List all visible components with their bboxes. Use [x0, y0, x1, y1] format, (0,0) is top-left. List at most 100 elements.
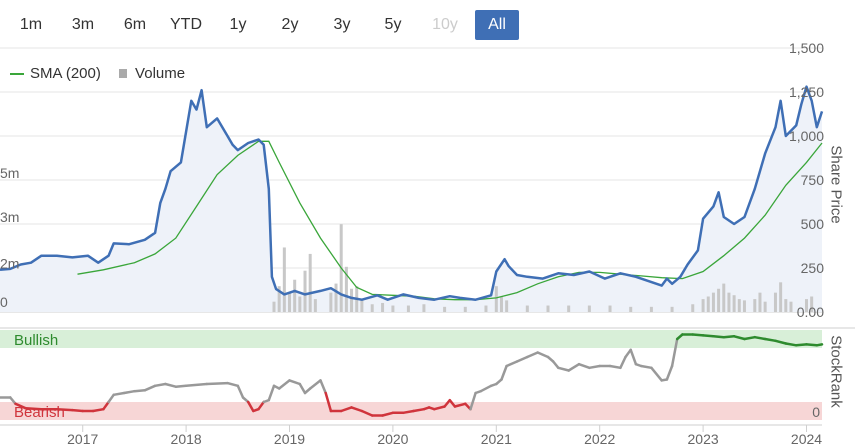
stockrank-segment [298, 382, 307, 395]
volume-bar [406, 305, 410, 312]
share-price-axis-title: Share Price [827, 145, 845, 224]
volume-bar [272, 301, 276, 312]
volume-bar [443, 306, 447, 312]
stockrank-segment [469, 391, 477, 411]
volume-bar [334, 283, 338, 312]
volume-bar [763, 301, 767, 312]
volume-bar [494, 286, 498, 312]
x-tick-label: 2023 [688, 431, 719, 447]
stockrank-segment [91, 407, 105, 413]
sma-line-swatch [10, 72, 24, 75]
stockrank-segment [670, 337, 679, 368]
stockrank-segment [453, 402, 467, 408]
legend-volume[interactable]: Volume [119, 65, 185, 82]
range-button-6m[interactable]: 6m [123, 16, 147, 33]
volume-bar [282, 247, 286, 312]
stockrank-segment [102, 400, 110, 411]
volume-bar [484, 305, 488, 312]
volume-bar [381, 302, 385, 312]
stockrank-segment [14, 402, 28, 410]
volume-bar [789, 301, 793, 312]
stockrank-segment [526, 351, 539, 359]
volume-bar [587, 305, 591, 312]
volume-bar [711, 292, 715, 312]
volume-bar [706, 296, 710, 312]
stockrank-segment [551, 360, 560, 370]
stockrank-segment [205, 381, 229, 386]
stockrank-segment [448, 398, 457, 408]
volume-bar [779, 282, 783, 312]
volume-bar [505, 300, 509, 312]
stockrank-segment [805, 343, 819, 347]
range-button-2y[interactable]: 2y [281, 16, 299, 33]
volume-tick-label: 0 [0, 294, 8, 310]
range-selector: 1m 3m 6m YTD 1y 2y 3y 5y 10y All [0, 6, 540, 40]
share-price-line [0, 85, 824, 301]
stockrank-segment [277, 379, 291, 390]
stockrank-segment [55, 407, 74, 412]
range-button-all[interactable]: All [475, 10, 519, 40]
volume-bar [391, 305, 395, 312]
stockrank-segment [360, 409, 374, 417]
volume-square-swatch [119, 69, 128, 79]
range-button-3m[interactable]: 3m [71, 16, 95, 33]
volume-bar [288, 292, 292, 312]
price-tick-label: 500 [801, 216, 825, 232]
volume-bar [701, 299, 705, 312]
range-button-3y[interactable]: 3y [333, 16, 351, 33]
stockrank-segment [339, 406, 353, 413]
stockrank-segment [763, 337, 777, 343]
stockrank-segment [9, 396, 17, 406]
x-tick-label: 2024 [791, 431, 822, 447]
legend: SMA (200) Volume [10, 64, 199, 84]
stockrank-segment [319, 379, 327, 395]
sma-200-line [77, 140, 823, 301]
stockrank-segment [753, 335, 767, 341]
stockrank-segment [515, 355, 529, 363]
stockrank-segment [164, 382, 178, 388]
stockrank-segment [691, 333, 705, 337]
stockrank-segment [133, 389, 147, 393]
volume-bar [722, 283, 726, 312]
volume-tick-label: 3m [0, 209, 19, 225]
stockrank-segment [608, 364, 622, 370]
stockrank-segment [774, 339, 788, 345]
volume-bar [350, 288, 354, 312]
range-button-1y[interactable]: 1y [229, 16, 247, 33]
stockrank-segment [257, 400, 265, 411]
volume-bar [784, 299, 788, 312]
x-tick-label: 2017 [67, 431, 98, 447]
volume-bar [717, 288, 721, 312]
volume-bar [567, 305, 571, 312]
stockrank-segment [815, 343, 824, 347]
volume-bar [344, 266, 348, 312]
stockrank-segment [267, 384, 276, 402]
stockrank-segment [443, 398, 452, 408]
volume-bar [525, 305, 529, 312]
price-tick-label: 250 [801, 260, 825, 276]
stockrank-segment [794, 343, 808, 347]
x-tick-label: 2019 [274, 431, 305, 447]
range-button-ytd[interactable]: YTD [170, 16, 202, 33]
stockrank-segment [567, 362, 581, 372]
volume-bar [732, 295, 736, 312]
stockrank-segment [701, 334, 715, 338]
stockrank-segment [665, 364, 674, 381]
stockrank-segment [619, 355, 627, 370]
range-button-5y[interactable]: 5y [384, 16, 402, 33]
volume-bar [670, 306, 674, 312]
legend-sma[interactable]: SMA (200) [10, 65, 101, 82]
price-tick-label: 0.00 [797, 304, 824, 320]
stockrank-axis-title: StockRank [827, 335, 845, 408]
volume-bar [308, 253, 312, 312]
legend-sma-label: SMA (200) [30, 64, 101, 82]
stockrank-segment [246, 400, 255, 413]
range-button-1m[interactable]: 1m [19, 16, 43, 33]
price-tick-label: 1,250 [789, 84, 824, 100]
volume-bar [303, 270, 307, 312]
stockrank-segment [505, 360, 519, 368]
volume-bar [329, 292, 333, 312]
stockrank-segment [732, 335, 746, 341]
stockrank-segment [184, 382, 209, 388]
stockrank-segment [722, 335, 736, 339]
